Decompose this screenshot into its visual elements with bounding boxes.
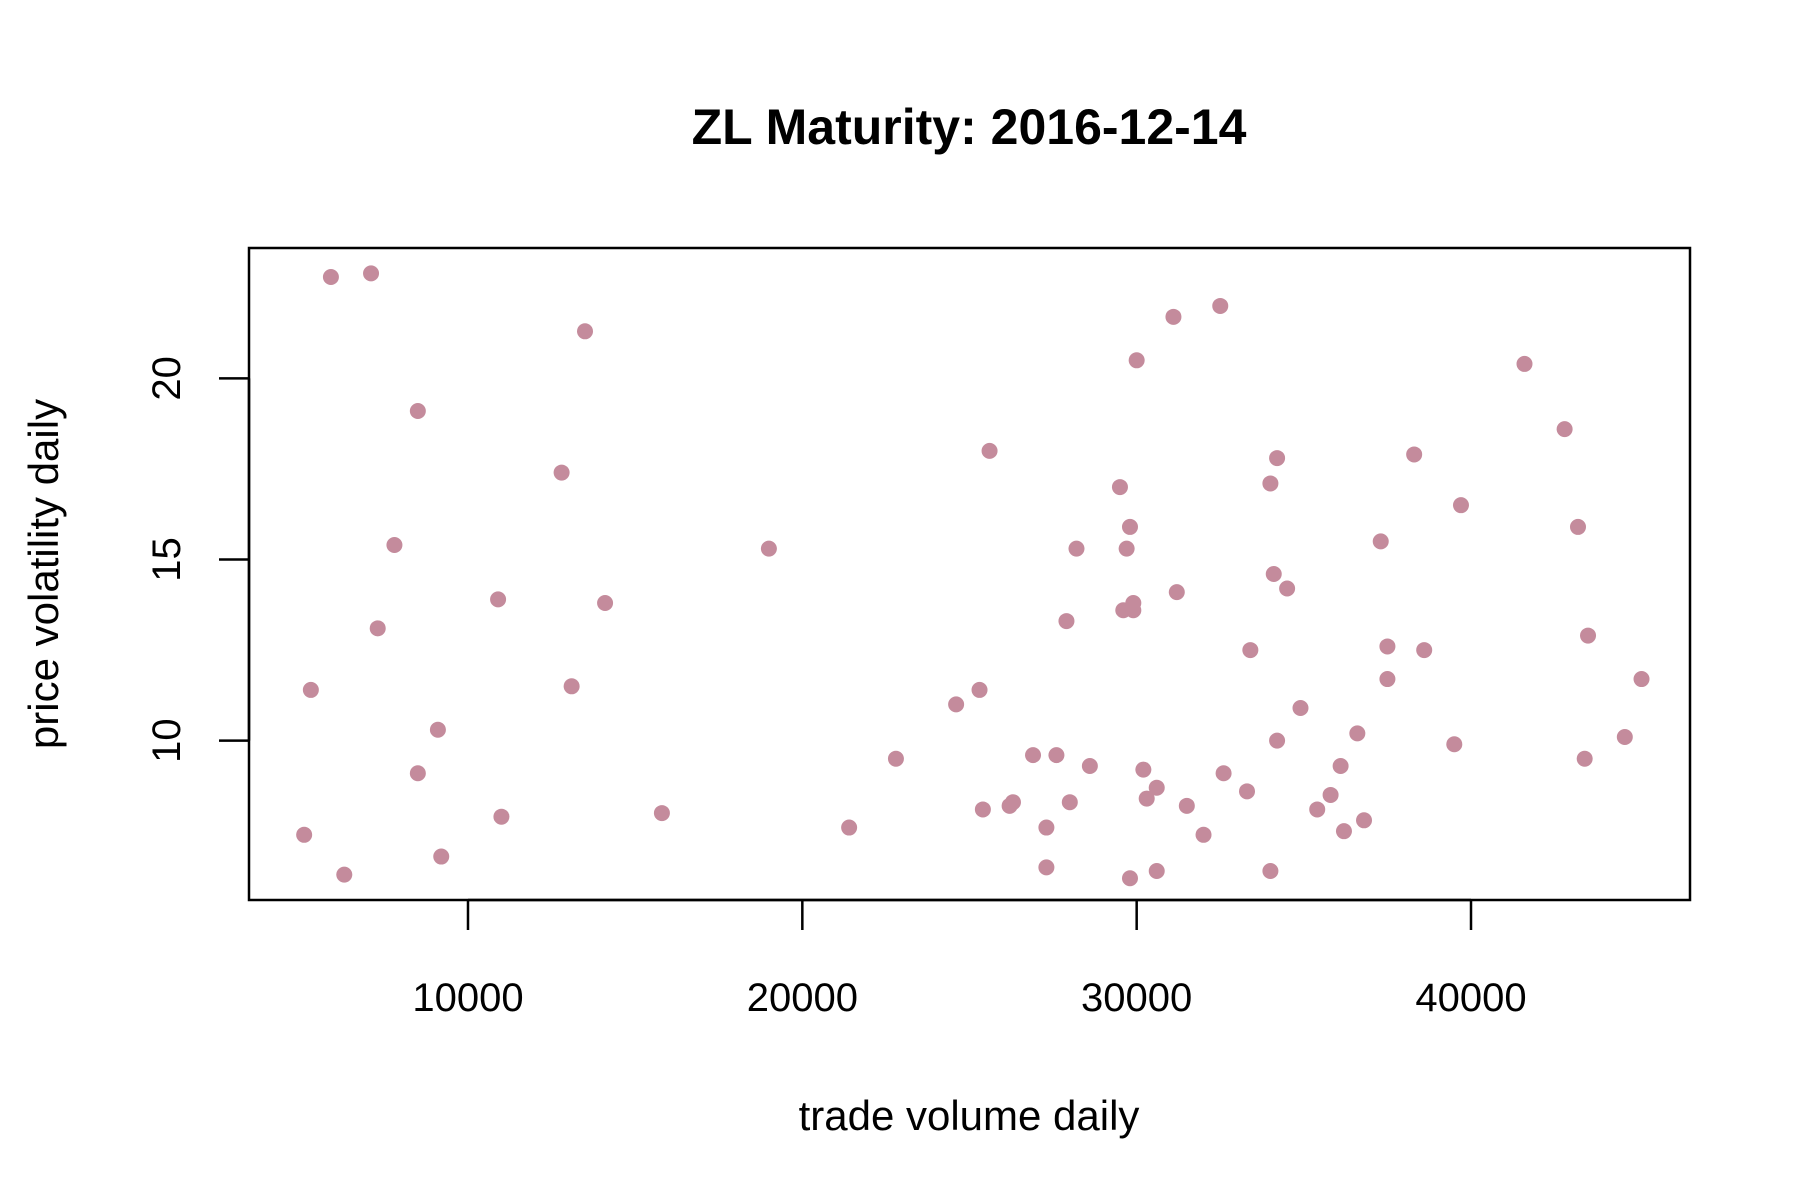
data-point <box>1446 736 1463 753</box>
data-point <box>386 537 403 554</box>
x-axis-ticks: 10000 20000 30000 40000 <box>412 900 1527 1020</box>
data-point <box>563 678 580 695</box>
data-point <box>1128 352 1145 369</box>
data-point <box>1048 747 1065 764</box>
data-point <box>1118 540 1135 557</box>
data-point <box>1125 594 1142 611</box>
data-point <box>1292 700 1309 717</box>
data-point <box>1322 786 1339 803</box>
data-point <box>1262 475 1279 492</box>
x-tick-label: 10000 <box>412 976 523 1020</box>
data-point <box>1265 566 1282 582</box>
data-points <box>296 265 1650 887</box>
y-axis-ticks: 10 15 20 <box>145 356 249 763</box>
data-point <box>1356 812 1373 829</box>
data-point <box>1148 863 1165 880</box>
data-point <box>1452 497 1469 514</box>
data-point <box>1309 801 1326 818</box>
data-point <box>1058 613 1075 630</box>
data-point <box>1279 580 1296 597</box>
x-tick-label: 20000 <box>747 976 858 1020</box>
data-point <box>1025 747 1042 764</box>
data-point <box>1068 540 1085 557</box>
y-tick-label: 15 <box>145 537 189 582</box>
chart-title: ZL Maturity: 2016-12-14 <box>692 99 1247 155</box>
data-point <box>1576 750 1593 767</box>
data-point <box>948 696 965 713</box>
data-point <box>1379 671 1396 688</box>
data-point <box>841 819 858 836</box>
data-point <box>1616 729 1633 745</box>
data-point <box>1580 627 1597 644</box>
data-point <box>553 464 570 481</box>
data-point <box>1004 794 1021 811</box>
data-point <box>322 268 339 285</box>
data-point <box>1516 355 1533 372</box>
data-point <box>1215 765 1232 782</box>
y-axis-label: price volatility daily <box>20 399 67 749</box>
data-point <box>409 765 426 782</box>
y-tick-label: 20 <box>145 356 189 401</box>
data-point <box>597 594 614 611</box>
data-point <box>1242 642 1259 659</box>
data-point <box>296 826 313 843</box>
x-tick-label: 40000 <box>1415 976 1526 1020</box>
data-point <box>974 801 991 818</box>
data-point <box>1081 757 1098 774</box>
data-point <box>1061 794 1078 811</box>
x-axis-label: trade volume daily <box>799 1092 1140 1139</box>
data-point <box>1633 671 1650 688</box>
data-point <box>1372 533 1389 550</box>
y-tick-label: 10 <box>145 718 189 763</box>
data-point <box>369 620 386 637</box>
plot-frame <box>247 246 1692 902</box>
data-point <box>887 750 904 767</box>
data-point <box>429 721 446 738</box>
data-point <box>1556 421 1573 438</box>
data-point <box>336 866 353 883</box>
data-point <box>1148 779 1165 796</box>
data-point <box>1111 479 1128 496</box>
data-point <box>1332 757 1349 774</box>
data-point <box>1349 725 1366 742</box>
data-point <box>1195 826 1212 843</box>
data-point <box>409 403 426 419</box>
data-point <box>1121 518 1138 535</box>
data-point <box>971 681 988 698</box>
data-point <box>1038 859 1055 876</box>
data-point <box>1239 783 1256 800</box>
data-point <box>1138 790 1155 807</box>
data-point <box>1379 638 1396 655</box>
data-point <box>490 591 507 608</box>
data-point <box>1416 642 1433 659</box>
data-point <box>1165 308 1182 325</box>
data-point <box>981 442 998 459</box>
x-tick-label: 30000 <box>1081 976 1192 1020</box>
data-point <box>433 848 450 865</box>
data-point <box>302 681 319 698</box>
data-point <box>1269 732 1286 749</box>
data-point <box>493 808 510 825</box>
data-point <box>1335 823 1352 840</box>
data-point <box>760 540 777 557</box>
data-point <box>1178 797 1195 814</box>
data-point <box>1038 819 1055 836</box>
data-point <box>653 805 670 822</box>
data-point <box>577 323 594 340</box>
data-point <box>1269 450 1286 467</box>
data-point <box>1406 446 1423 463</box>
data-point <box>1262 863 1279 880</box>
data-point <box>1135 761 1152 778</box>
data-point <box>1212 297 1229 314</box>
data-point <box>1121 870 1138 887</box>
data-point <box>363 265 380 282</box>
data-point <box>1168 584 1185 601</box>
data-point <box>1569 518 1586 535</box>
